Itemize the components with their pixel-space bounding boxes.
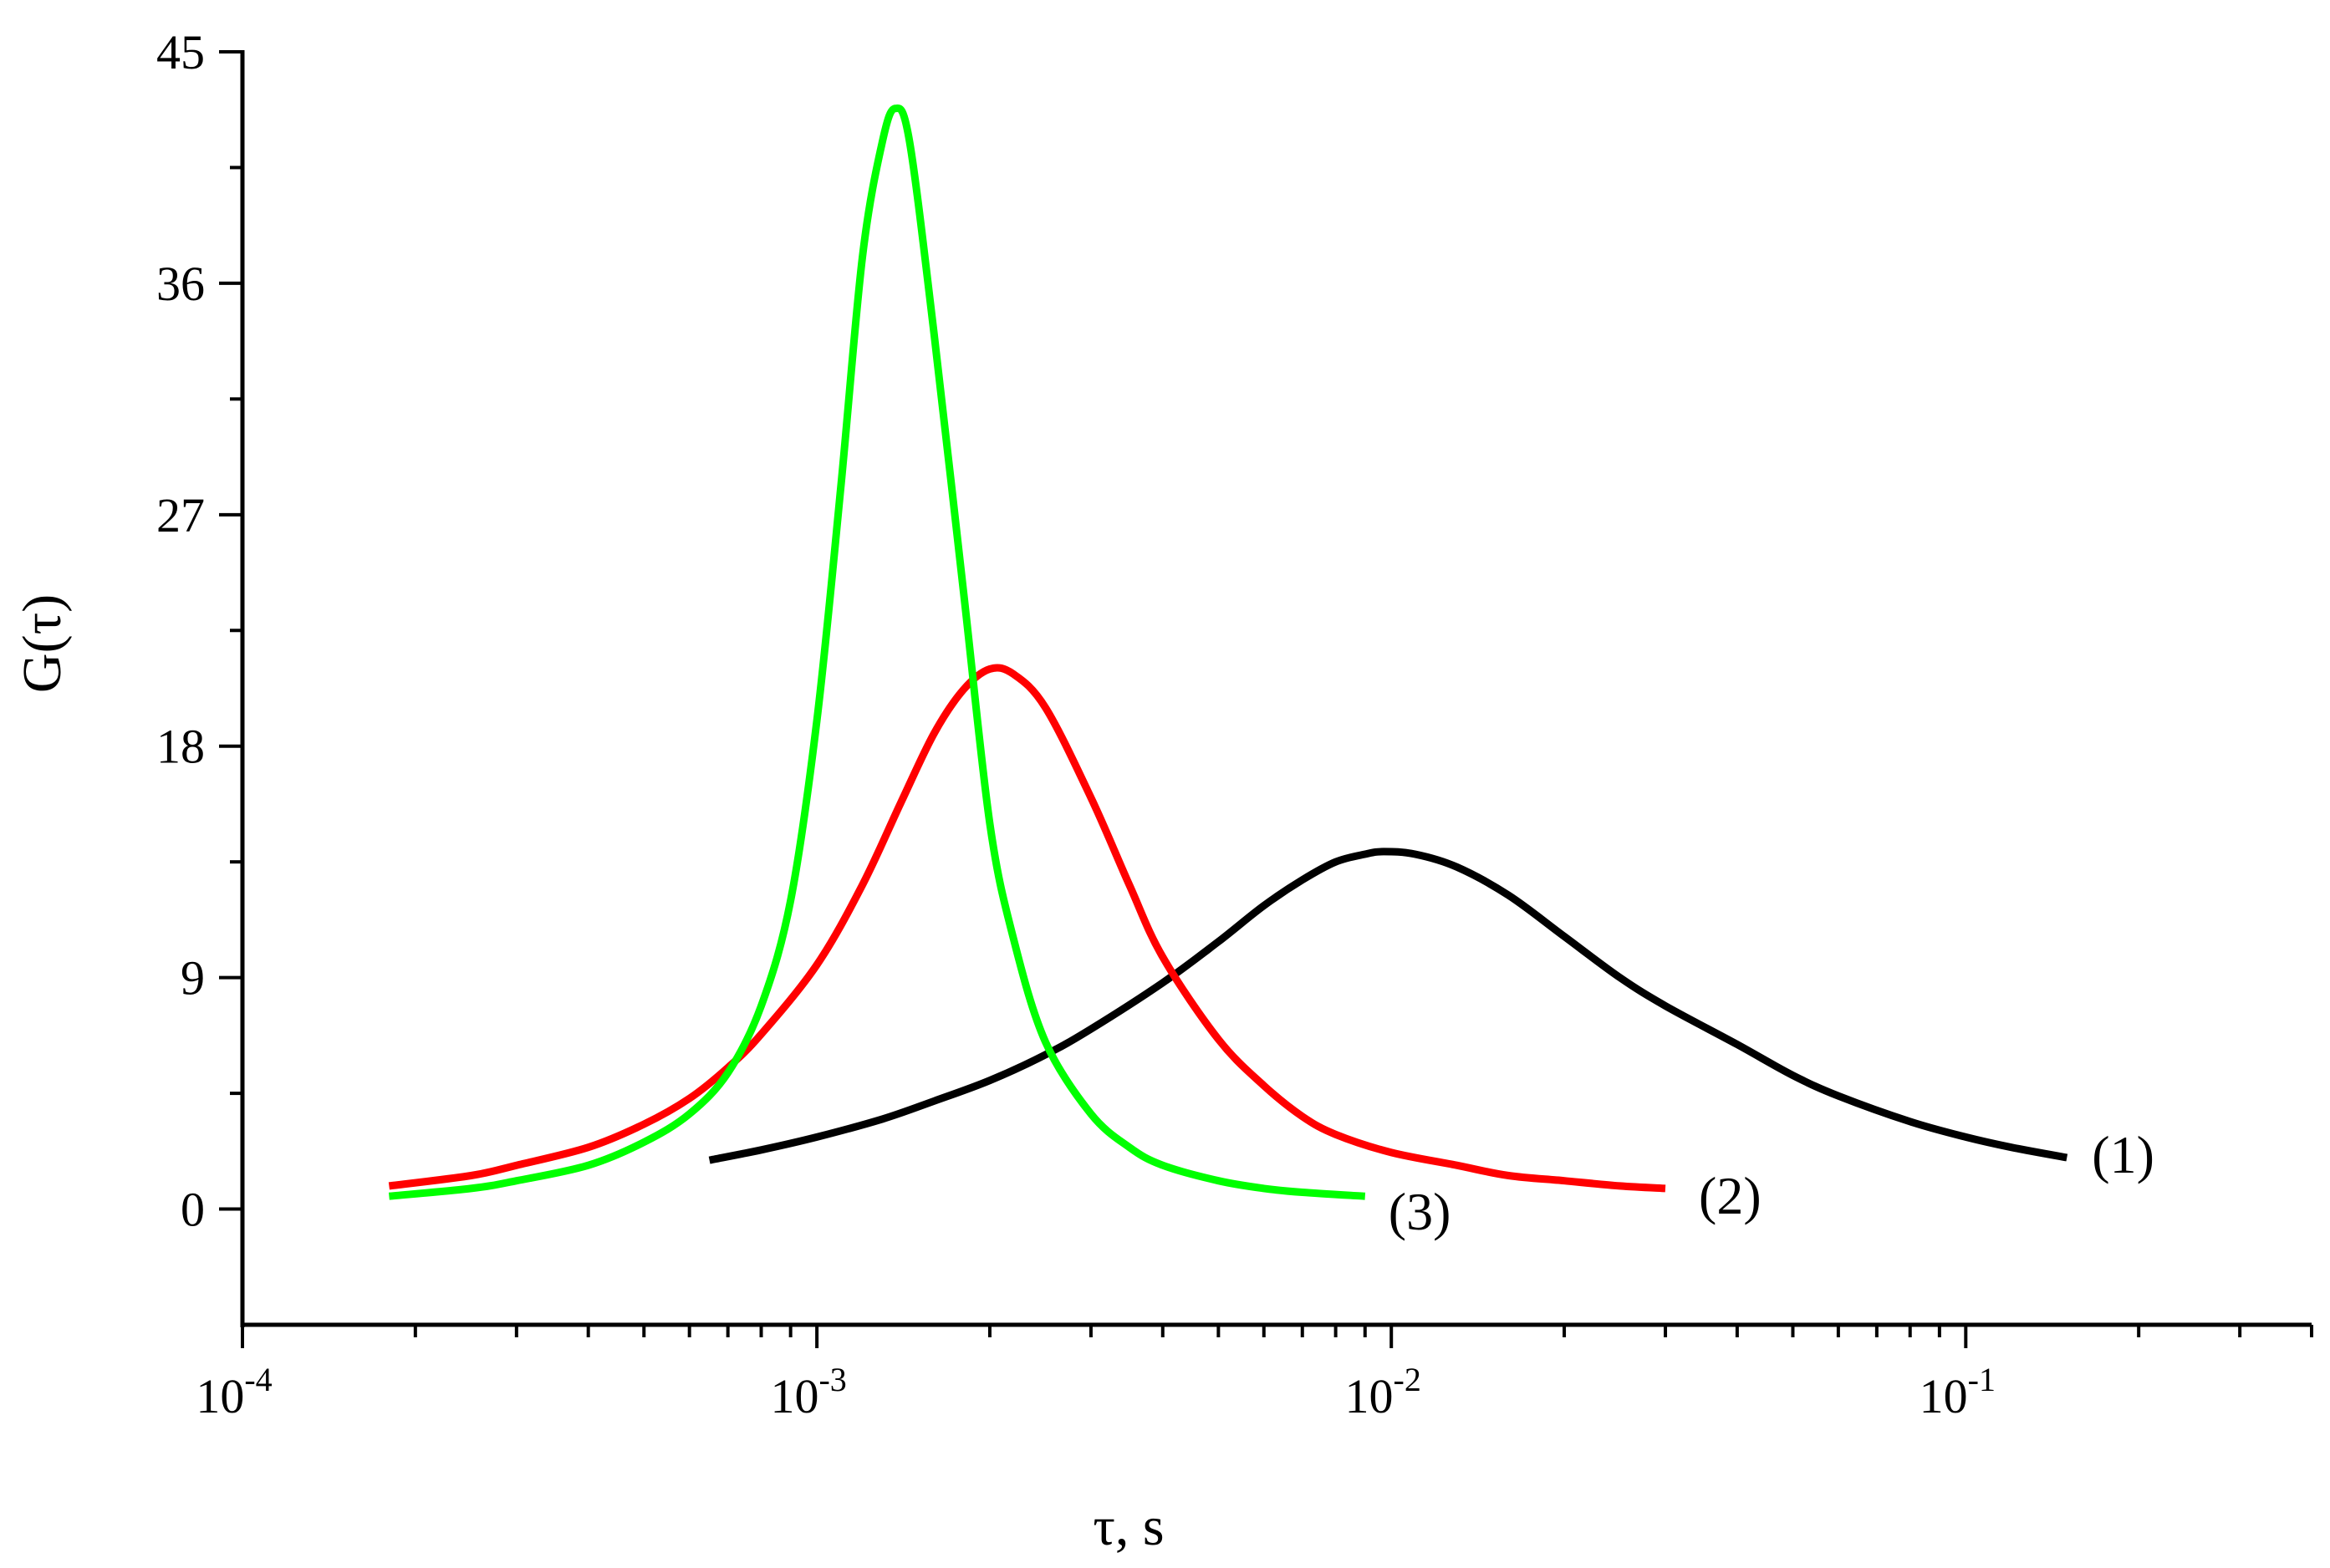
series-line-2 <box>388 664 1666 1193</box>
series-label-3: (3) <box>1389 1182 1451 1241</box>
axes: 0 9 18 27 36 45 10-4 10-3 10-2 10-1 <box>156 25 2313 1423</box>
x-tick-label: 10-4 <box>196 1361 272 1423</box>
series-line-1 <box>708 848 2068 1164</box>
x-tick-label: 10-3 <box>770 1361 846 1423</box>
x-axis-title: τ, s <box>1093 1496 1164 1557</box>
series-labels: (1) (2) (3) <box>1389 1125 2154 1241</box>
series-lines <box>388 104 2068 1200</box>
y-tick-label: 45 <box>156 25 205 79</box>
series-label-1: (1) <box>2092 1125 2154 1184</box>
y-axis-title: G(τ) <box>12 594 73 693</box>
y-tick-label: 9 <box>181 951 205 1005</box>
y-tick-label: 0 <box>181 1183 205 1237</box>
y-tick-label: 18 <box>156 720 205 774</box>
series-label-2: (2) <box>1699 1166 1762 1225</box>
x-tick-label: 10-2 <box>1345 1361 1421 1423</box>
y-tick-label: 36 <box>156 257 205 311</box>
series-line-3 <box>388 104 1366 1200</box>
x-tick-label: 10-1 <box>1920 1361 1996 1423</box>
y-tick-label: 27 <box>156 488 205 542</box>
